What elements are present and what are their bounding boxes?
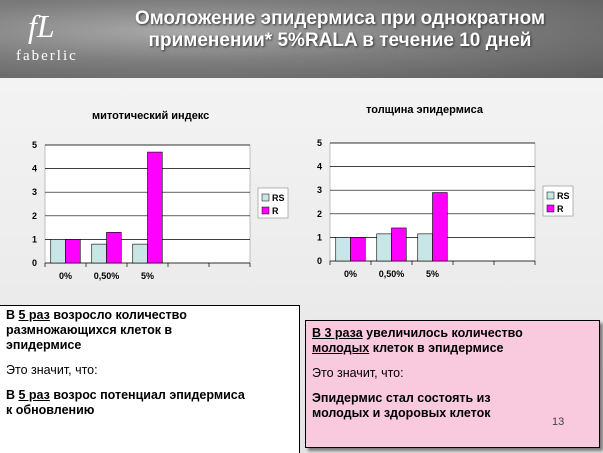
left-text-box: В 5 раз возросло количество размножающих…: [0, 305, 300, 453]
chart-legend: RS R: [257, 187, 289, 219]
legend-swatch-rs: [261, 193, 270, 202]
slide-title-line-1: Омоложение эпидермиса при однократном: [134, 8, 546, 29]
right-s2-underlined: молодых: [312, 341, 370, 355]
bar-rs-1: [91, 243, 107, 264]
left-statement-1-line-3: эпидермисе: [6, 338, 82, 352]
right-s1-underlined: В 3 раза: [312, 326, 363, 340]
x-tick-label: 0,50%: [379, 269, 405, 279]
left-s2-post: возрос потенциал эпидермиса: [49, 388, 245, 402]
legend-label-rs: RS: [272, 193, 285, 203]
y-tick-label: 0: [317, 256, 322, 266]
x-tick-label: 0,50%: [94, 271, 120, 281]
bar-r-1: [391, 227, 407, 262]
right-statement-3-line-1: Эпидермис стал состоять из: [312, 391, 491, 405]
right-s1-post: увеличилось количество: [362, 326, 523, 340]
chart-legend: RS R: [542, 185, 574, 217]
right-statement-1: В 3 раза увеличилось количество: [312, 326, 593, 341]
chart-1-title: митотический индекс: [92, 110, 210, 122]
bar-rs-1: [376, 233, 392, 262]
left-statement-2-line-2: к обновлению: [6, 403, 95, 417]
left-s2-underlined: 5 раз: [18, 388, 50, 402]
chart-2-title: толщина эпидермиса: [366, 104, 483, 116]
left-statement-2: В 5 раз возрос потенциал эпидермиса: [6, 388, 293, 403]
legend-box: [257, 187, 289, 219]
faberlic-logo-word: faberlic: [16, 48, 78, 64]
bar-rs-0: [335, 237, 351, 262]
right-s2-post: клеток в эпидермисе: [369, 341, 504, 355]
slide-title: Омоложение эпидермиса при однократном пр…: [80, 8, 600, 52]
x-tick-label: 5%: [426, 269, 439, 279]
right-statement-3-line-2: молодых и здоровых клеток: [312, 406, 491, 420]
left-s1-post: возросло количество: [49, 308, 187, 322]
chart-1-svg: 0 1 2 3 4 5 0% 0,50% 5% RS R: [32, 140, 289, 281]
left-s2-pre: В: [6, 388, 19, 402]
y-tick-label: 5: [32, 140, 37, 150]
bar-r-2: [147, 151, 163, 264]
legend-label-r: R: [272, 206, 279, 216]
left-meaning-label: Это значит, что:: [6, 363, 98, 377]
y-tick-label: 3: [317, 185, 322, 195]
y-tick-label: 2: [32, 211, 37, 221]
chart-mitotic-index: 0 1 2 3 4 5 0% 0,50% 5% RS R: [0, 130, 300, 295]
faberlic-logo-mark: fL: [28, 8, 55, 44]
y-tick-label: 1: [32, 234, 37, 244]
right-statement-2: молодых клеток в эпидермисе: [312, 341, 593, 356]
header-banner: fL faberlic Омоложение эпидермиса при од…: [0, 0, 603, 78]
page-number: 13: [552, 416, 565, 428]
legend-label-r: R: [557, 204, 564, 214]
x-tick-label: 0%: [344, 269, 357, 279]
right-text-box: В 3 раза увеличилось количество молодых …: [305, 320, 600, 448]
left-statement-1: В 5 раз возросло количество: [6, 308, 293, 323]
left-s1-underlined: 5 раз: [18, 308, 50, 322]
chart-2-svg: 0 1 2 3 4 5 0% 0,50% 5% RS R: [317, 138, 574, 279]
y-tick-label: 0: [32, 258, 37, 268]
legend-swatch-r: [261, 206, 270, 215]
left-statement-1-line-2: размножающихся клеток в: [6, 323, 173, 337]
legend-swatch-rs: [546, 191, 555, 200]
bar-r-1: [106, 232, 122, 264]
y-tick-label: 2: [317, 209, 322, 219]
y-tick-label: 4: [32, 164, 37, 174]
bar-rs-2: [132, 243, 148, 264]
chart-epidermis-thickness: 0 1 2 3 4 5 0% 0,50% 5% RS R: [285, 128, 585, 293]
bar-r-2: [432, 192, 448, 262]
y-tick-label: 3: [32, 187, 37, 197]
bar-r-0: [350, 237, 366, 262]
right-meaning-label: Это значит, что:: [312, 366, 404, 380]
legend-swatch-r: [546, 204, 555, 213]
bar-rs-0: [50, 239, 66, 264]
y-tick-label: 5: [317, 138, 322, 148]
legend-label-rs: RS: [557, 191, 570, 201]
y-tick-label: 4: [317, 162, 322, 172]
bar-rs-2: [417, 233, 433, 262]
x-tick-label: 0%: [59, 271, 72, 281]
slide-title-line-2: применении* 5%RALA в течение 10 дней: [148, 30, 532, 51]
left-s1-pre: В: [6, 308, 19, 322]
x-tick-label: 5%: [141, 271, 154, 281]
y-tick-label: 1: [317, 232, 322, 242]
bar-r-0: [65, 239, 81, 264]
